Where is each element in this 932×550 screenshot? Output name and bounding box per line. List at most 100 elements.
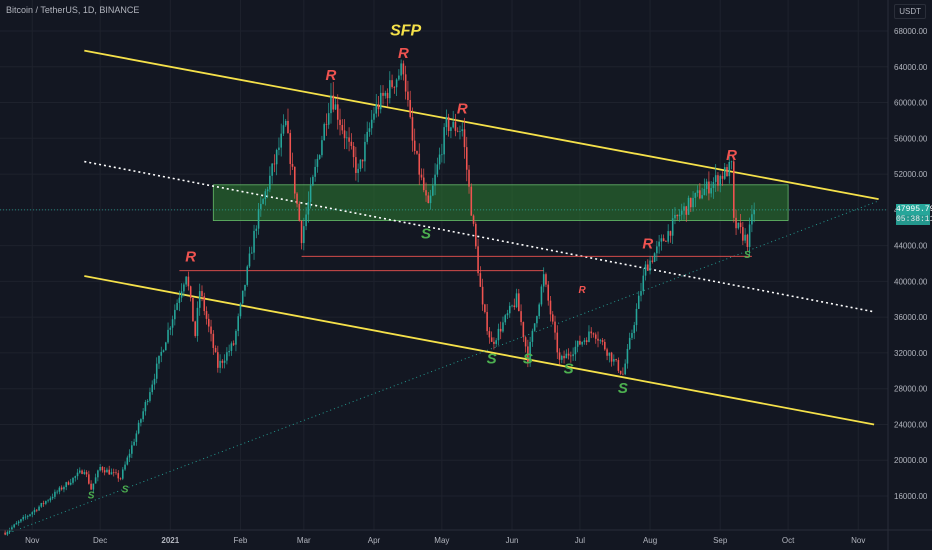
candle-body <box>22 517 25 520</box>
support-marker: S <box>564 360 574 377</box>
candle-body <box>280 133 282 148</box>
x-tick-label: Jul <box>575 536 585 545</box>
symbol-title[interactable]: Bitcoin / TetherUS, 1D, BINANCE <box>6 5 140 15</box>
candle-body <box>300 220 303 244</box>
x-tick-label: Mar <box>297 536 311 545</box>
candle-body <box>47 500 49 502</box>
candle-body <box>246 266 249 285</box>
candle-body <box>51 496 54 499</box>
candle-body <box>529 341 531 363</box>
candle-body <box>683 206 685 211</box>
candle-body <box>468 169 470 187</box>
x-tick-label: 2021 <box>161 536 179 545</box>
candle-body <box>680 210 683 215</box>
candle-body <box>67 482 70 485</box>
currency-button[interactable]: USDT <box>894 4 926 19</box>
candle-body <box>40 503 43 507</box>
candle-body <box>674 214 676 219</box>
candle-body <box>377 104 380 110</box>
candle-body <box>223 360 226 363</box>
candle-body <box>273 163 276 165</box>
candle-body <box>585 340 588 342</box>
candle-body <box>90 483 92 490</box>
y-axis[interactable]: 16000.00 20000.00 24000.00 28000.00 32000.00… <box>887 0 928 550</box>
candle-body <box>94 477 97 484</box>
candle-body <box>248 253 251 267</box>
resistance-marker: R <box>642 235 653 252</box>
candle-body <box>454 121 457 131</box>
candle-body <box>336 104 339 120</box>
candle-body <box>504 315 507 323</box>
candle-body <box>69 482 72 485</box>
candle-body <box>490 337 493 342</box>
x-axis[interactable]: Nov Dec 2021 Feb Mar Apr May Jun Jul Aug Sep Oct Nov <box>0 529 932 545</box>
candle-body <box>633 325 636 334</box>
candle-body <box>106 469 108 473</box>
candle-body <box>479 273 482 287</box>
candle-body <box>717 175 719 186</box>
candles <box>4 59 755 536</box>
candle-body <box>325 124 328 125</box>
sfp-label: SFP <box>390 22 421 39</box>
candle-body <box>565 353 568 359</box>
support-marker: S <box>421 225 431 242</box>
candle-body <box>703 188 706 196</box>
candle-body <box>382 92 384 96</box>
y-tick-label: 20000.00 <box>894 456 928 465</box>
candle-body <box>606 349 608 356</box>
candle-body <box>250 252 253 254</box>
x-tick-label: Aug <box>643 536 657 545</box>
candle-body <box>131 445 133 454</box>
candle-body <box>450 127 452 131</box>
y-tick-label: 56000.00 <box>894 134 928 143</box>
candle-body <box>217 352 219 368</box>
support-marker: S <box>523 351 533 368</box>
candle-body <box>542 274 545 287</box>
candle-body <box>189 286 192 298</box>
candle-body <box>346 137 348 139</box>
candle-body <box>257 208 260 229</box>
candle-body <box>427 195 430 204</box>
candle-body <box>266 189 269 192</box>
candle-body <box>303 226 305 244</box>
candle-body <box>597 338 599 341</box>
candle-body <box>425 190 427 196</box>
candle-body <box>99 466 101 471</box>
trendlines <box>0 49 888 535</box>
candle-body <box>332 95 335 110</box>
candle-body <box>350 141 353 146</box>
candle-body <box>56 491 58 493</box>
candle-body <box>637 295 640 309</box>
candle-body <box>751 214 753 225</box>
candle-body <box>570 355 572 357</box>
candle-body <box>318 155 321 159</box>
candle-body <box>608 352 611 356</box>
candle-body <box>402 63 405 75</box>
candle-body <box>690 197 692 208</box>
candle-body <box>617 360 620 371</box>
candle-body <box>694 192 697 198</box>
candle-body <box>226 352 228 361</box>
candle-body <box>137 422 140 434</box>
candle-body <box>429 195 432 204</box>
candle-body <box>149 392 151 401</box>
candle-body <box>533 323 536 331</box>
candle-body <box>493 341 495 344</box>
candle-body <box>540 286 543 305</box>
y-tick-label: 28000.00 <box>894 385 928 394</box>
candle-body <box>232 343 235 345</box>
candle-body <box>443 127 445 155</box>
support-marker: S <box>618 380 628 397</box>
candle-body <box>228 350 230 353</box>
candle-body <box>475 223 477 247</box>
y-tick-label: 52000.00 <box>894 170 928 179</box>
candle-body <box>644 264 647 276</box>
candle-body <box>20 519 22 522</box>
candle-body <box>590 331 593 334</box>
candle-body <box>418 153 421 175</box>
candle-body <box>721 175 724 179</box>
candle-body <box>13 524 15 528</box>
candle-body <box>214 347 217 353</box>
candle-body <box>676 214 679 217</box>
